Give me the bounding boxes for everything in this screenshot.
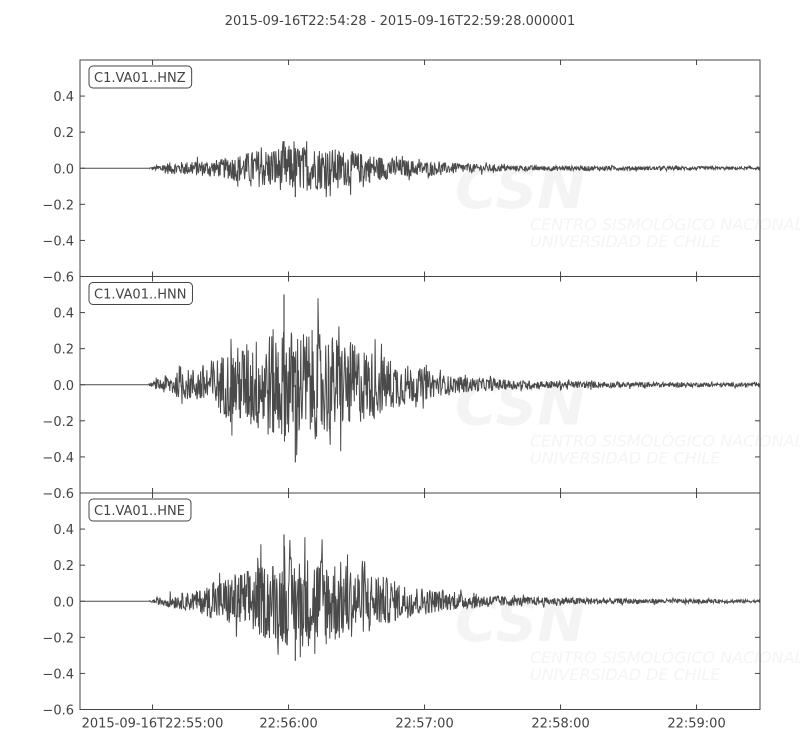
- chart-title: 2015-09-16T22:54:28 - 2015-09-16T22:59:2…: [225, 14, 575, 29]
- y-tick-label: 0.4: [53, 90, 74, 105]
- y-tick-label: 0.2: [53, 126, 74, 141]
- watermark-line2: UNIVERSIDAD DE CHILE: [530, 449, 721, 468]
- x-tick-label: 2015-09-16T22:55:00: [82, 717, 224, 732]
- y-tick-label: −0.2: [42, 415, 74, 430]
- waveform-C1.VA01..HNE: [80, 537, 761, 658]
- x-tick-label: 22:56:00: [259, 717, 317, 732]
- x-tick-label: 22:58:00: [531, 717, 589, 732]
- y-tick-label: 0.2: [53, 559, 74, 574]
- y-tick-label: −0.6: [42, 271, 74, 286]
- y-tick-label: −0.6: [42, 704, 74, 719]
- watermark-line2: UNIVERSIDAD DE CHILE: [530, 665, 721, 684]
- y-tick-label: 0.0: [53, 595, 74, 610]
- waveform-C1.VA01..HNZ: [80, 141, 761, 198]
- y-tick-label: −0.4: [42, 667, 74, 682]
- x-tick-label: 22:59:00: [667, 717, 725, 732]
- y-tick-label: 0.4: [53, 307, 74, 322]
- y-tick-label: 0.0: [53, 379, 74, 394]
- trace-label-text: C1.VA01..HNZ: [94, 71, 186, 86]
- trace-label: C1.VA01..HNN: [88, 282, 193, 305]
- trace-label: C1.VA01..HNZ: [88, 65, 193, 89]
- watermark-line1: CENTRO SISMOLÓGICO NACIONAL: [530, 215, 800, 234]
- trace-label-box: [88, 498, 192, 522]
- trace-label-box: [88, 65, 193, 89]
- y-tick-label: −0.4: [42, 234, 74, 249]
- trace-label-text: C1.VA01..HNN: [94, 288, 186, 303]
- trace-label-box: [88, 282, 193, 305]
- y-tick-label: −0.2: [42, 631, 74, 646]
- y-tick-label: 0.4: [53, 523, 74, 538]
- x-tick-label: 22:57:00: [395, 717, 453, 732]
- y-tick-label: 0.0: [53, 162, 74, 177]
- watermark-line2: UNIVERSIDAD DE CHILE: [530, 232, 721, 251]
- y-tick-label: −0.2: [42, 198, 74, 213]
- watermark-line1: CENTRO SISMOLÓGICO NACIONAL: [530, 432, 800, 451]
- waveform-C1.VA01..HNN: [80, 298, 761, 456]
- y-tick-label: 0.2: [53, 343, 74, 358]
- y-tick-label: −0.4: [42, 451, 74, 466]
- trace-label-text: C1.VA01..HNE: [94, 504, 185, 519]
- trace-label: C1.VA01..HNE: [88, 498, 192, 522]
- y-tick-label: −0.6: [42, 487, 74, 502]
- watermark-line1: CENTRO SISMOLÓGICO NACIONAL: [530, 648, 800, 667]
